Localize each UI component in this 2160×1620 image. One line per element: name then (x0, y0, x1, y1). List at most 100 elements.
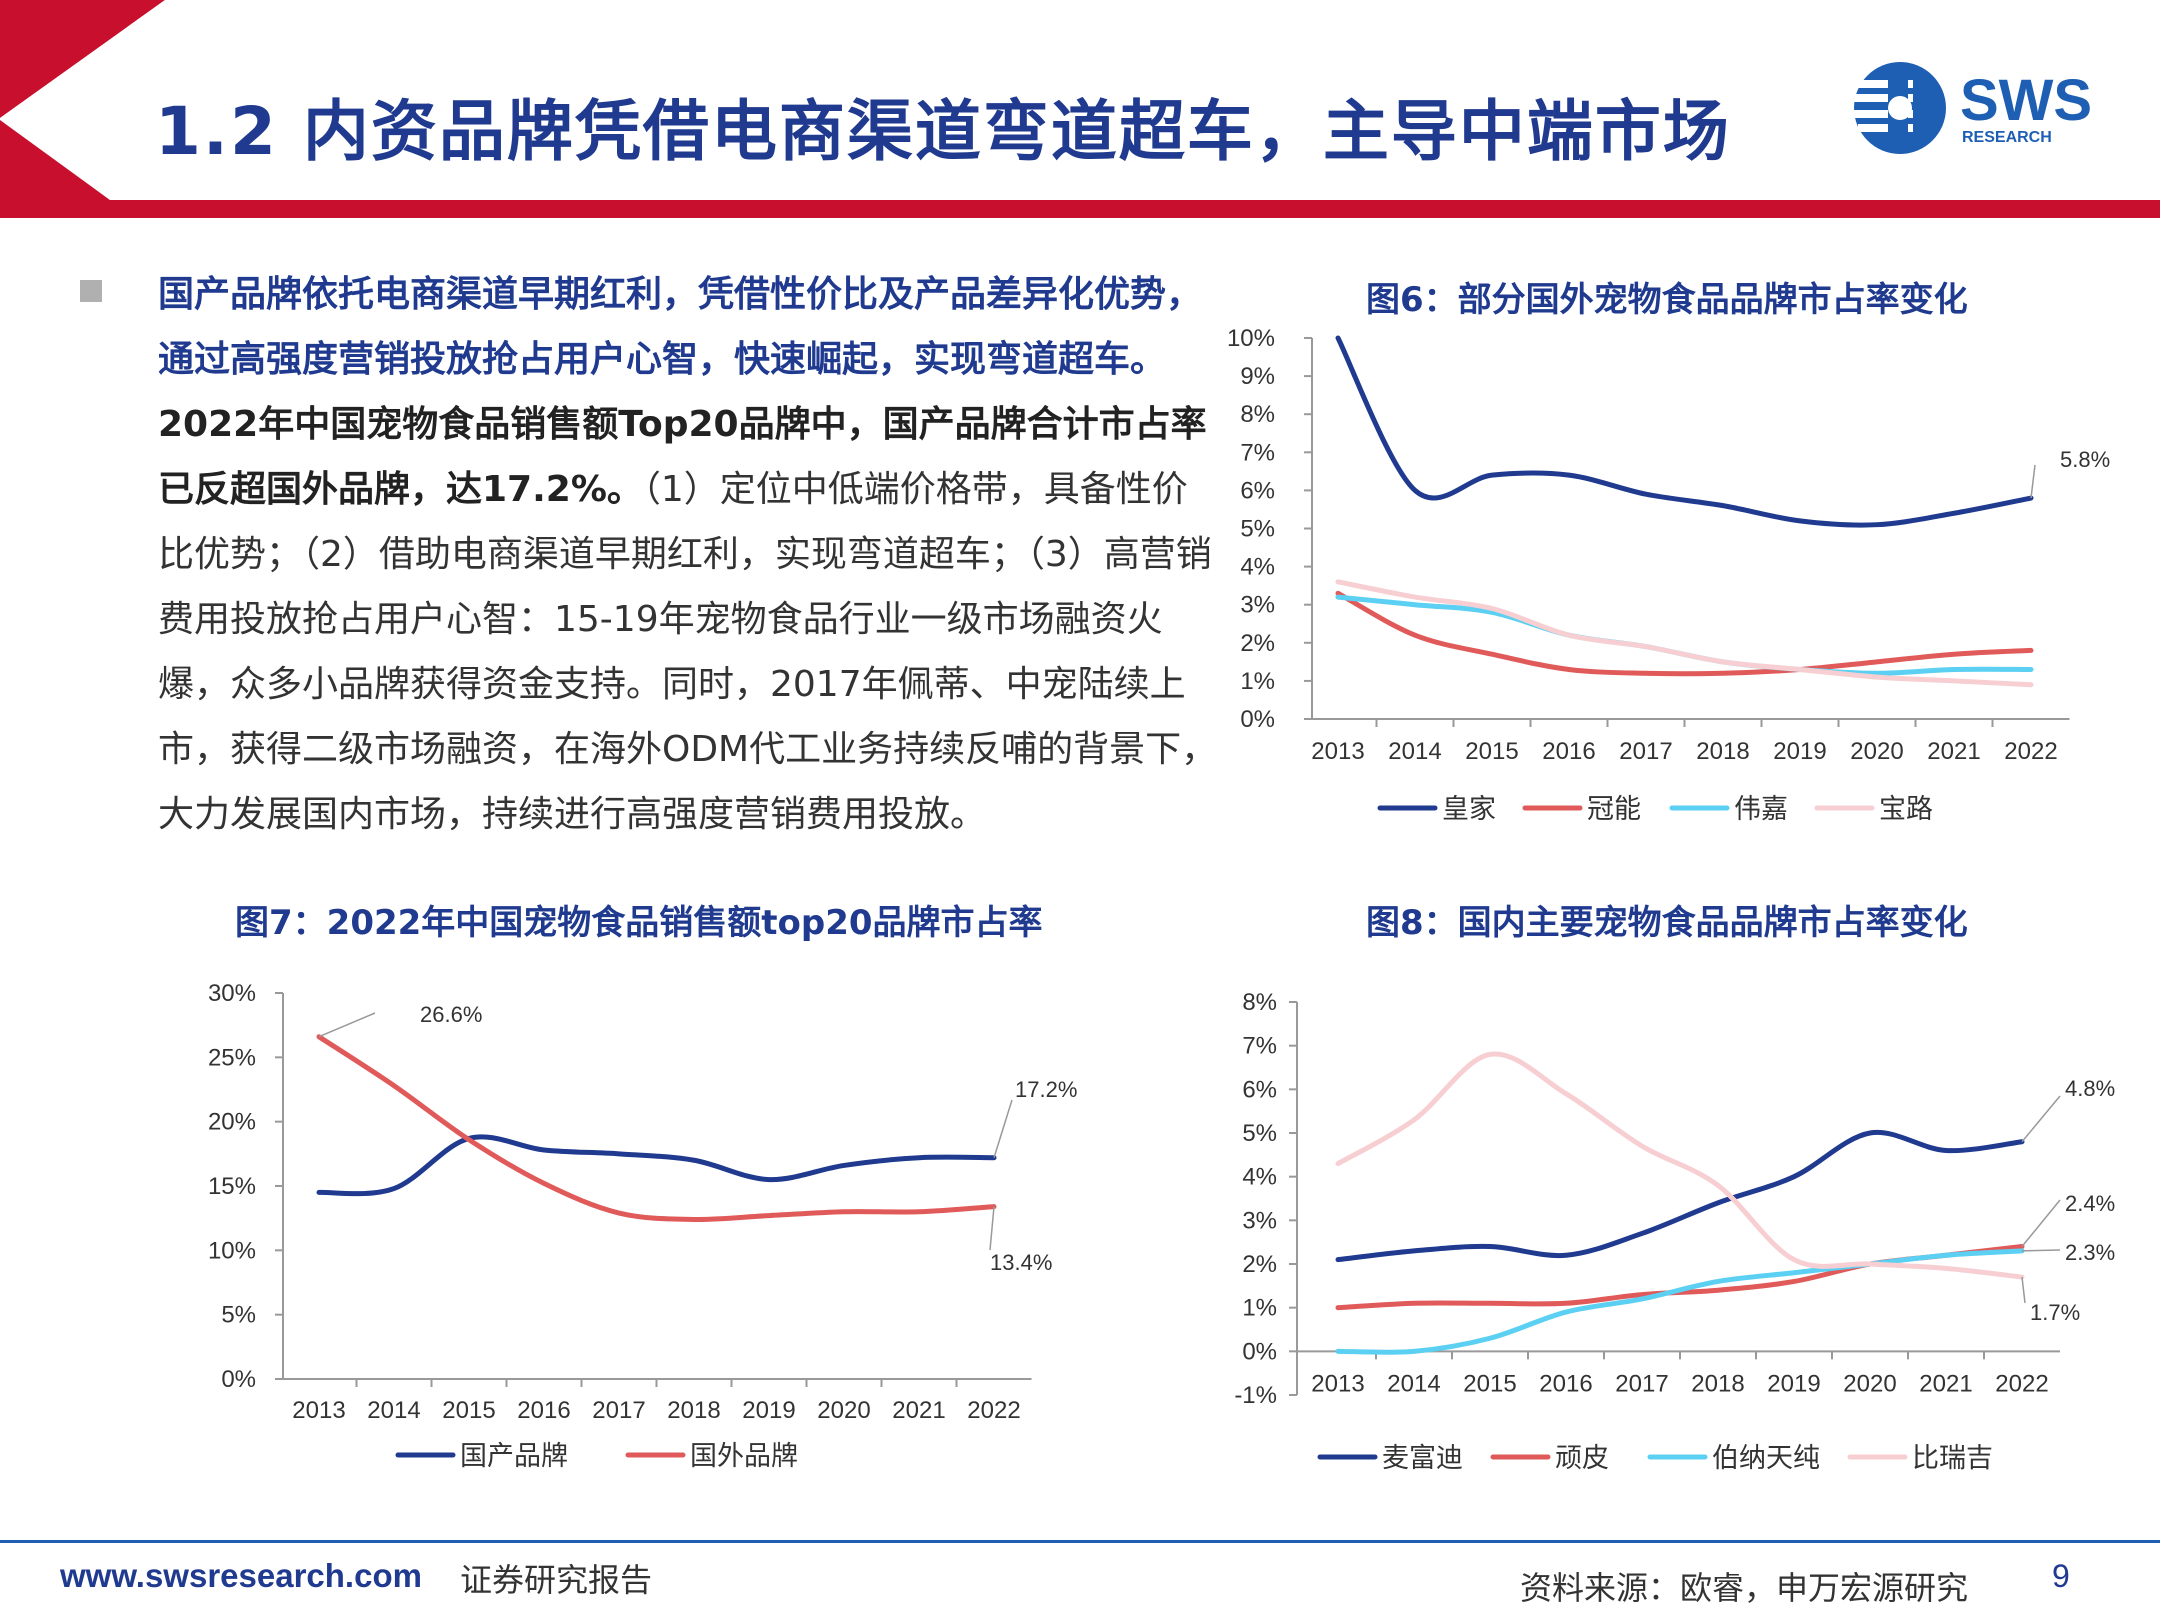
fig6-series-line (1335, 590, 2034, 677)
fig8-series-line (1335, 1248, 2025, 1355)
logo-subtext: RESEARCH (1962, 129, 2052, 146)
fig8-series-line (1335, 1051, 2025, 1280)
fig8-annotation-label: 2.4% (2065, 1191, 2115, 1216)
fig6-y-tick-label: 10% (1227, 325, 1275, 352)
fig8-legend-label: 伯纳天纯 (1712, 1443, 1820, 1473)
fig6-annotation-label: 5.8% (2060, 447, 2110, 472)
body-text-reasons: （1）定位中低端价格带，具备性价比优势；（2）借助电商渠道早期红利，实现弯道超车… (158, 469, 1218, 835)
fig6-x-tick-label: 2020 (1850, 738, 1903, 765)
fig6-y-tick-label: 9% (1240, 363, 1275, 390)
body-text-highlight: 国产品牌依托电商渠道早期红利，凭借性价比及产品差异化优势，通过高强度营销投放抢占… (158, 274, 1203, 380)
fig6-legend-label: 皇家 (1442, 794, 1496, 824)
fig6-y-tick-label: 7% (1240, 439, 1275, 466)
footer-url-link[interactable]: www.swsresearch.com (60, 1557, 422, 1594)
fig8-x-tick-label: 2017 (1615, 1370, 1668, 1397)
fig7-x-tick-label: 2013 (292, 1397, 345, 1424)
fig6-legend-label: 伟嘉 (1734, 794, 1788, 824)
fig8-legend-label: 顽皮 (1555, 1443, 1609, 1473)
fig7-legend-label: 国产品牌 (460, 1441, 568, 1471)
fig7-x-tick-label: 2020 (817, 1397, 870, 1424)
fig8-x-tick-label: 2013 (1311, 1370, 1364, 1397)
fig7-y-tick-label: 10% (208, 1237, 256, 1264)
fig8-x-tick-label: 2021 (1919, 1370, 1972, 1397)
fig8-y-tick-label: 8% (1242, 989, 1277, 1016)
fig7-x-tick-label: 2016 (517, 1397, 570, 1424)
fig8-y-tick-label: 4% (1242, 1164, 1277, 1191)
fig8-annotation-leader (2021, 1277, 2026, 1304)
fig7-annotation-leader (989, 1206, 995, 1251)
fig7-legend-label: 国外品牌 (690, 1441, 798, 1471)
fig8-y-tick-label: 3% (1242, 1207, 1277, 1234)
fig6-x-tick-label: 2016 (1542, 738, 1595, 765)
fig7-x-tick-label: 2014 (367, 1397, 420, 1424)
fig6-x-tick-label: 2015 (1465, 738, 1518, 765)
fig7-annotation-label: 17.2% (1015, 1077, 1077, 1102)
fig6-series-line (1335, 594, 2034, 676)
fig6-y-tick-label: 3% (1240, 592, 1275, 619)
fig8-series-line (1335, 1244, 2025, 1311)
fig8-y-tick-label: 0% (1242, 1338, 1277, 1365)
fig6-y-tick-label: 4% (1240, 554, 1275, 581)
fig8-x-tick-label: 2014 (1387, 1370, 1440, 1397)
fig6-x-tick-label: 2018 (1696, 738, 1749, 765)
fig8-annotation-leader (2021, 1095, 2061, 1143)
fig6-y-tick-label: 1% (1240, 668, 1275, 695)
fig6-y-tick-label: 2% (1240, 630, 1275, 657)
fig8-y-tick-label: 7% (1242, 1033, 1277, 1060)
fig8-x-tick-label: 2022 (1995, 1370, 2048, 1397)
fig6-x-tick-label: 2014 (1388, 738, 1441, 765)
body-text-key-finding: 2022年中国宠物食品销售额Top20品牌中，国产品牌合计市占率已反超国外品牌，… (158, 404, 1207, 510)
fig7-x-tick-label: 2022 (967, 1397, 1020, 1424)
fig7-annotation-leader (993, 1099, 1013, 1158)
fig6-y-tick-label: 8% (1240, 401, 1275, 428)
fig8-annotation-label: 4.8% (2065, 1076, 2115, 1101)
fig7-x-tick-label: 2021 (892, 1397, 945, 1424)
fig8-y-tick-label: 2% (1242, 1251, 1277, 1278)
footer-report-type: 证券研究报告 (460, 1562, 653, 1598)
fig8-annotation-leader (2021, 1249, 2061, 1252)
fig7-series-line (316, 1034, 997, 1222)
logo-text: SWS (1960, 68, 2092, 133)
fig8-y-tick-label: 5% (1242, 1120, 1277, 1147)
sws-logo: SWS RESEARCH (1850, 58, 2110, 163)
fig7-y-tick-label: 5% (221, 1302, 256, 1329)
fig7-x-tick-label: 2015 (442, 1397, 495, 1424)
footer-divider (0, 1540, 2160, 1543)
fig8-y-tick-label: 6% (1242, 1076, 1277, 1103)
fig6-legend-label: 冠能 (1587, 794, 1641, 824)
page-number: 9 (2052, 1558, 2070, 1594)
fig8-annotation-leader (2021, 1199, 2061, 1248)
fig6-legend-label: 宝路 (1879, 794, 1933, 824)
fig8-title: 图8：国内主要宠物食品品牌市占率变化 (1366, 903, 1968, 943)
fig6-y-tick-label: 5% (1240, 516, 1275, 543)
fig8-legend-label: 比瑞吉 (1912, 1443, 1993, 1473)
fig6-x-tick-label: 2017 (1619, 738, 1672, 765)
fig7-y-tick-label: 15% (208, 1173, 256, 1200)
fig7-y-tick-label: 25% (208, 1044, 256, 1071)
fig7-series-line (316, 1134, 997, 1197)
fig7-x-tick-label: 2019 (742, 1397, 795, 1424)
fig7-y-tick-label: 0% (221, 1366, 256, 1393)
fig6-title: 图6：部分国外宠物食品品牌市占率变化 (1366, 280, 1968, 320)
fig7-x-tick-label: 2018 (667, 1397, 720, 1424)
fig8-annotation-label: 1.7% (2030, 1300, 2080, 1325)
fig7-annotation-label: 26.6% (420, 1002, 482, 1027)
fig6-series-line (1335, 335, 2034, 528)
fig7-annotation-label: 13.4% (990, 1250, 1052, 1275)
fig7-x-tick-label: 2017 (592, 1397, 645, 1424)
fig8-y-tick-label: 1% (1242, 1295, 1277, 1322)
fig6-x-tick-label: 2022 (2004, 738, 2057, 765)
fig7-y-tick-label: 30% (208, 980, 256, 1007)
fig7-title: 图7：2022年中国宠物食品销售额top20品牌市占率 (235, 903, 1043, 943)
fig8-series-line (1335, 1129, 2025, 1263)
fig6-y-tick-label: 0% (1240, 706, 1275, 733)
fig8-plot: -1% 0% 1% 2% 3% 4% 5% 6% 7% 8% 2013 2014 2015 2016 201… (1234, 989, 2115, 1473)
header-banner (0, 0, 2160, 218)
header-red-band (0, 120, 2160, 218)
fig6-plot: 0% 1% 2% 3% 4% 5% 6% 7% 8% 9% 10% 2013 2014 2015 2016 2… (1227, 325, 2110, 824)
page-title: 1.2 内资品牌凭借电商渠道弯道超车，主导中端市场 (155, 93, 1731, 170)
fig6-x-tick-label: 2019 (1773, 738, 1826, 765)
body-paragraph: 国产品牌依托电商渠道早期红利，凭借性价比及产品差异化优势，通过高强度营销投放抢占… (158, 262, 1218, 847)
fig7-plot: 0% 5% 10% 15% 20% 25% 30% 2013 2014 2015 2016 2017 2… (208, 980, 1077, 1471)
fig6-series-line (1335, 579, 2034, 688)
